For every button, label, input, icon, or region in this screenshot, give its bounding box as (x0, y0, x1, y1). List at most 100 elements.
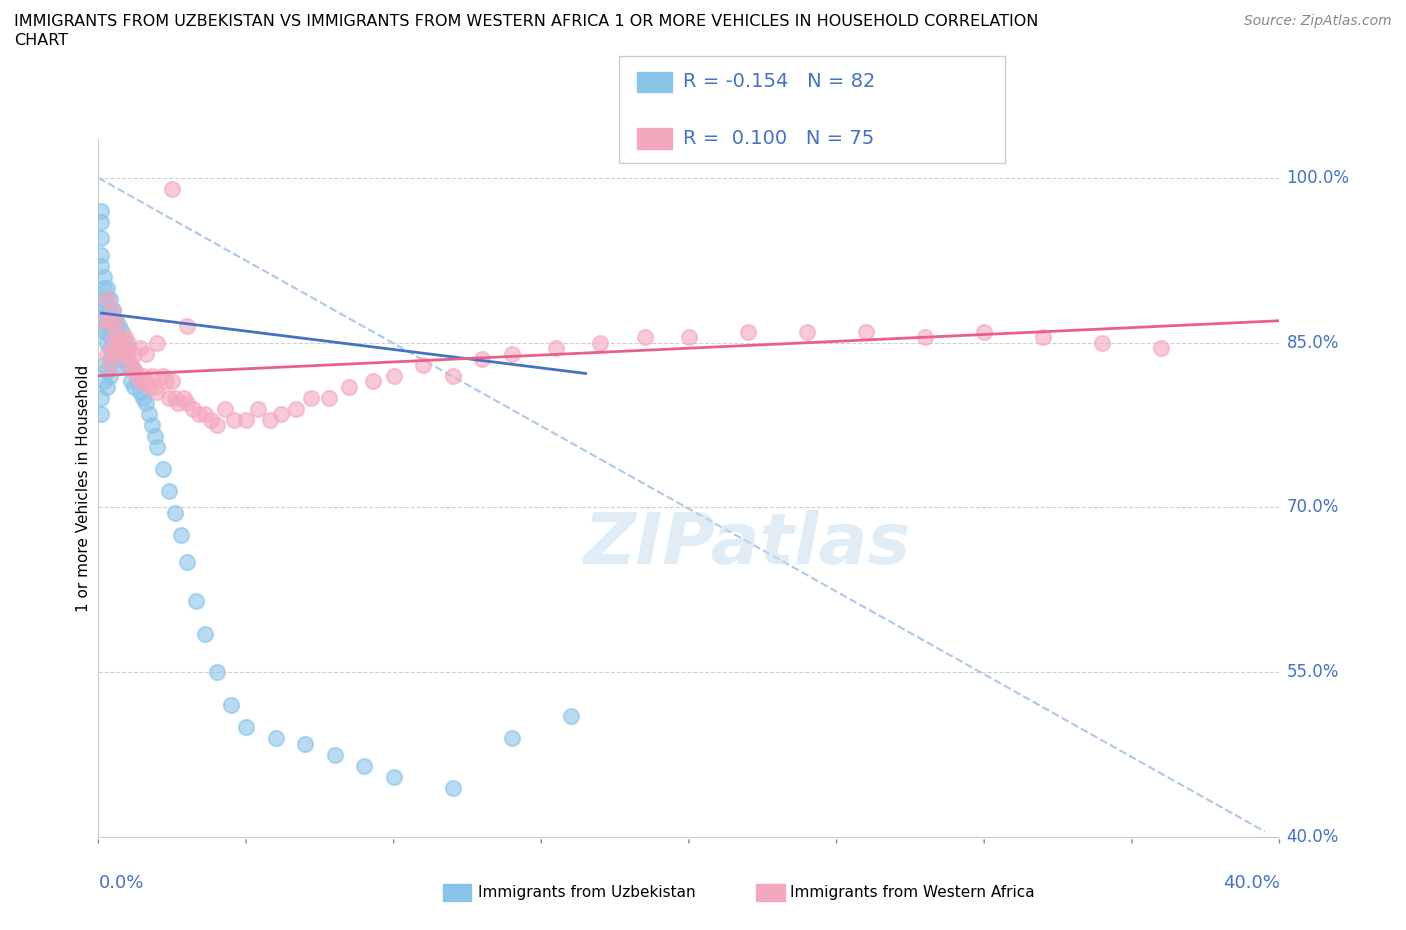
Point (353, 758, 375, 773)
Point (146, 440, 169, 455)
Point (128, 340, 150, 355)
Point (143, 379, 166, 394)
Text: 70.0%: 70.0% (1286, 498, 1339, 516)
Point (103, 330, 125, 345)
Point (737, 325, 759, 339)
Point (103, 336, 125, 351)
Point (98, 340, 121, 355)
Text: Immigrants from Uzbekistan: Immigrants from Uzbekistan (478, 885, 696, 900)
Point (165, 391, 187, 405)
Point (194, 626, 217, 641)
Point (544, 340, 567, 355)
Point (90, 247, 112, 262)
Point (176, 555, 198, 570)
Text: R = -0.154   N = 82: R = -0.154 N = 82 (683, 73, 876, 91)
Point (176, 395, 198, 410)
Point (105, 336, 128, 351)
Point (96, 302, 118, 317)
Point (108, 330, 131, 345)
Point (361, 374, 384, 389)
Point (914, 330, 936, 345)
Point (141, 368, 163, 383)
Point (114, 336, 136, 351)
Point (96, 379, 118, 394)
Point (128, 374, 150, 389)
Point (103, 346, 125, 361)
Text: R =  0.100   N = 75: R = 0.100 N = 75 (683, 129, 875, 148)
Point (93, 374, 115, 389)
Point (103, 302, 125, 317)
Point (135, 395, 157, 410)
Point (176, 319, 198, 334)
Point (90, 231, 112, 246)
Point (117, 336, 139, 351)
Point (181, 401, 204, 416)
Point (214, 401, 236, 416)
Point (132, 368, 155, 383)
Point (138, 379, 160, 394)
Point (318, 391, 340, 405)
Point (117, 340, 139, 355)
Point (111, 340, 134, 355)
Point (108, 346, 131, 361)
Point (122, 363, 145, 378)
Point (146, 385, 169, 400)
Point (105, 352, 128, 366)
Point (114, 330, 136, 345)
Point (855, 325, 877, 339)
Point (157, 484, 180, 498)
Text: 40.0%: 40.0% (1223, 874, 1279, 892)
Point (93, 325, 115, 339)
Point (96, 291, 118, 306)
Point (125, 374, 148, 389)
Point (93, 313, 115, 328)
Text: 0.0%: 0.0% (98, 874, 143, 892)
Point (90, 259, 112, 273)
Point (1150, 340, 1173, 355)
Point (103, 330, 125, 345)
Point (96, 291, 118, 306)
Point (205, 665, 228, 680)
Point (98, 313, 121, 328)
Point (90, 204, 112, 219)
Text: 40.0%: 40.0% (1286, 828, 1339, 846)
Point (98, 352, 121, 366)
Point (117, 352, 139, 366)
Text: Source: ZipAtlas.com: Source: ZipAtlas.com (1244, 14, 1392, 28)
Point (299, 391, 322, 405)
Point (143, 429, 166, 444)
Point (471, 352, 494, 366)
Point (323, 747, 346, 762)
Point (259, 412, 281, 427)
Point (111, 340, 134, 355)
Point (105, 325, 128, 339)
Point (96, 336, 118, 351)
Point (501, 346, 523, 361)
Point (224, 412, 246, 427)
Point (235, 720, 257, 735)
Point (103, 313, 125, 328)
Point (98, 302, 121, 317)
Point (162, 374, 183, 389)
Point (117, 357, 139, 372)
Point (98, 368, 121, 383)
Point (382, 368, 405, 383)
Text: 55.0%: 55.0% (1286, 663, 1339, 682)
Point (155, 374, 177, 389)
Point (246, 401, 269, 416)
Point (1032, 330, 1054, 345)
Point (165, 506, 187, 521)
Point (152, 368, 174, 383)
Point (560, 709, 582, 724)
Point (105, 346, 128, 361)
Point (96, 346, 118, 361)
Point (138, 406, 160, 421)
Point (111, 336, 134, 351)
Point (114, 352, 136, 366)
Point (162, 181, 183, 196)
Point (108, 336, 131, 351)
Point (120, 374, 142, 389)
Point (90, 391, 112, 405)
Point (93, 357, 115, 372)
Point (170, 527, 193, 542)
